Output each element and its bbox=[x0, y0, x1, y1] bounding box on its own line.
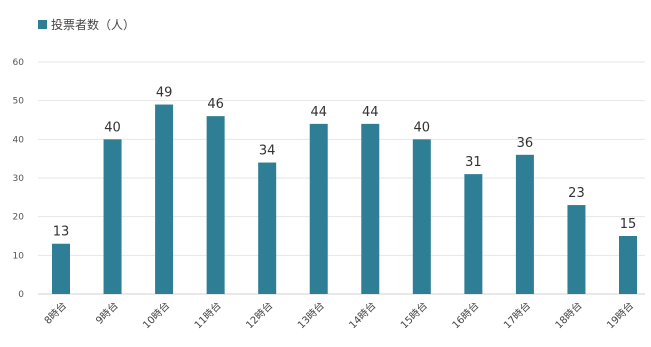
y-tick-label: 30 bbox=[13, 174, 25, 184]
data-label: 36 bbox=[517, 136, 534, 151]
data-label: 44 bbox=[362, 105, 379, 120]
y-axis-ticks: 0 10 20 30 40 50 60 bbox=[13, 58, 25, 300]
x-tick-label: 18時台 bbox=[552, 299, 584, 331]
data-label: 15 bbox=[620, 217, 637, 232]
y-tick-label: 50 bbox=[13, 97, 25, 107]
bar bbox=[103, 139, 122, 294]
data-label: 46 bbox=[207, 97, 224, 112]
legend-label: 投票者数（人） bbox=[51, 17, 135, 32]
y-tick-label: 60 bbox=[13, 58, 25, 68]
data-label: 23 bbox=[568, 186, 585, 201]
y-tick-label: 10 bbox=[13, 251, 25, 261]
x-tick-label: 8時台 bbox=[41, 299, 69, 327]
x-tick-label: 16時台 bbox=[449, 299, 481, 331]
bar bbox=[206, 116, 225, 294]
x-tick-label: 19時台 bbox=[604, 299, 636, 331]
x-tick-label: 15時台 bbox=[398, 299, 430, 331]
y-tick-label: 40 bbox=[13, 135, 25, 145]
x-tick-label: 17時台 bbox=[501, 299, 533, 331]
data-label: 40 bbox=[104, 120, 121, 135]
x-tick-label: 11時台 bbox=[191, 299, 223, 331]
x-axis-ticks: 8時台 9時台 10時台 11時台 12時台 13時台 14時台 15時台 16時台 17時台 18… bbox=[41, 299, 636, 331]
data-label: 49 bbox=[156, 86, 173, 101]
x-tick-label: 14時台 bbox=[346, 299, 378, 331]
data-label: 40 bbox=[414, 120, 431, 135]
bar bbox=[567, 205, 586, 294]
data-label: 34 bbox=[259, 144, 276, 159]
bars bbox=[52, 104, 637, 295]
bar bbox=[515, 154, 534, 294]
x-tick-label: 10時台 bbox=[140, 299, 172, 331]
bar bbox=[309, 123, 328, 294]
bar bbox=[412, 139, 431, 294]
data-label: 31 bbox=[465, 155, 482, 170]
data-label: 44 bbox=[310, 105, 327, 120]
bar bbox=[52, 243, 70, 294]
bar bbox=[258, 162, 277, 294]
x-tick-label: 13時台 bbox=[295, 299, 327, 331]
x-tick-label: 9時台 bbox=[93, 299, 121, 327]
y-tick-label: 0 bbox=[18, 290, 24, 300]
y-tick-label: 20 bbox=[13, 213, 25, 223]
bar bbox=[464, 174, 483, 294]
bar bbox=[619, 236, 637, 294]
legend: 投票者数（人） bbox=[38, 17, 135, 32]
data-label: 13 bbox=[53, 225, 70, 240]
bar bbox=[361, 123, 380, 294]
x-tick-label: 12時台 bbox=[243, 299, 275, 331]
legend-swatch bbox=[38, 20, 47, 29]
bar bbox=[155, 104, 174, 295]
gridlines bbox=[38, 61, 645, 295]
data-labels: 13 40 49 46 34 44 44 40 31 36 23 15 bbox=[53, 86, 637, 240]
